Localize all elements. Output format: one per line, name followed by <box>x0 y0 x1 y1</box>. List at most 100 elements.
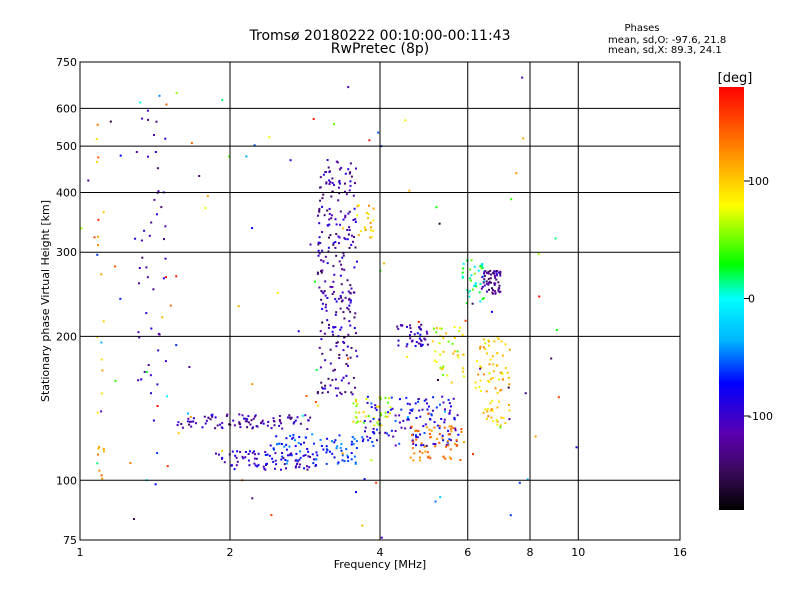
data-point <box>317 243 320 246</box>
data-point <box>214 416 217 419</box>
data-point <box>347 290 350 293</box>
data-point <box>221 99 224 102</box>
data-point <box>192 417 195 420</box>
data-point <box>322 260 325 263</box>
data-point <box>447 398 450 401</box>
data-point <box>338 186 340 189</box>
data-point <box>444 457 447 460</box>
data-point <box>486 410 489 413</box>
data-point <box>508 383 511 386</box>
data-point <box>438 427 441 430</box>
data-point <box>163 238 165 241</box>
data-point <box>500 340 503 343</box>
data-point <box>370 226 373 229</box>
data-point <box>444 408 446 411</box>
data-point <box>323 290 326 293</box>
data-point <box>296 459 299 462</box>
data-point <box>485 417 488 420</box>
data-point <box>114 379 117 382</box>
data-point <box>188 423 191 426</box>
data-point <box>325 181 328 184</box>
data-point <box>190 142 193 145</box>
data-point <box>429 418 431 420</box>
data-point <box>452 397 455 400</box>
data-point <box>308 466 311 469</box>
data-point <box>508 418 511 421</box>
data-point <box>286 416 289 419</box>
data-point <box>329 384 332 387</box>
data-point <box>378 418 381 421</box>
data-point <box>489 378 492 381</box>
data-point <box>460 428 463 430</box>
data-point <box>349 310 352 313</box>
data-point <box>340 263 343 266</box>
data-point <box>339 210 342 213</box>
data-point <box>479 345 482 348</box>
data-point <box>316 454 319 457</box>
data-point <box>266 453 269 456</box>
data-point <box>352 376 355 379</box>
data-point <box>350 458 353 461</box>
data-point <box>411 434 413 437</box>
data-point <box>397 339 400 342</box>
data-point <box>387 401 389 404</box>
data-point <box>485 280 488 283</box>
data-point <box>138 336 141 339</box>
data-point <box>380 414 383 417</box>
data-point <box>442 439 445 442</box>
data-point <box>348 172 351 175</box>
data-point <box>138 282 140 285</box>
data-point <box>146 109 149 112</box>
data-point <box>119 154 122 157</box>
data-point <box>331 177 334 180</box>
data-point <box>468 290 471 292</box>
data-point <box>461 275 464 278</box>
data-point <box>331 182 334 184</box>
data-point <box>166 395 169 398</box>
data-point <box>354 312 357 315</box>
data-point <box>143 229 146 232</box>
data-point <box>370 406 373 409</box>
data-point <box>235 456 238 459</box>
data-point <box>93 236 96 239</box>
data-point <box>169 304 172 307</box>
y-tick-label: 750 <box>56 56 77 69</box>
data-point <box>319 176 322 179</box>
data-point <box>478 385 481 388</box>
data-point <box>483 278 486 281</box>
data-point <box>304 454 307 457</box>
data-point <box>442 401 445 404</box>
data-point <box>318 236 321 239</box>
data-point <box>363 226 366 229</box>
data-point <box>336 341 339 344</box>
data-point <box>102 320 105 323</box>
data-point <box>190 420 193 423</box>
data-point <box>80 227 83 230</box>
data-point <box>498 287 501 289</box>
data-point <box>321 291 324 294</box>
data-point <box>416 436 419 439</box>
data-point <box>313 442 315 445</box>
data-point <box>442 366 444 369</box>
data-point <box>344 216 347 219</box>
data-point <box>492 272 495 275</box>
data-point <box>96 411 99 414</box>
data-point <box>384 431 387 434</box>
colorbar <box>719 87 744 510</box>
data-point <box>275 463 278 466</box>
data-point <box>316 271 319 274</box>
data-point <box>419 415 422 418</box>
data-point <box>445 445 448 448</box>
data-point <box>515 172 518 175</box>
data-point <box>318 207 321 210</box>
data-point <box>344 182 346 185</box>
data-point <box>389 406 392 409</box>
data-point <box>461 276 464 279</box>
data-point <box>443 426 446 429</box>
data-point <box>343 237 346 240</box>
data-point <box>96 253 99 256</box>
data-point <box>497 281 500 284</box>
data-point <box>346 279 349 282</box>
data-point <box>420 323 423 326</box>
data-point <box>482 411 485 414</box>
